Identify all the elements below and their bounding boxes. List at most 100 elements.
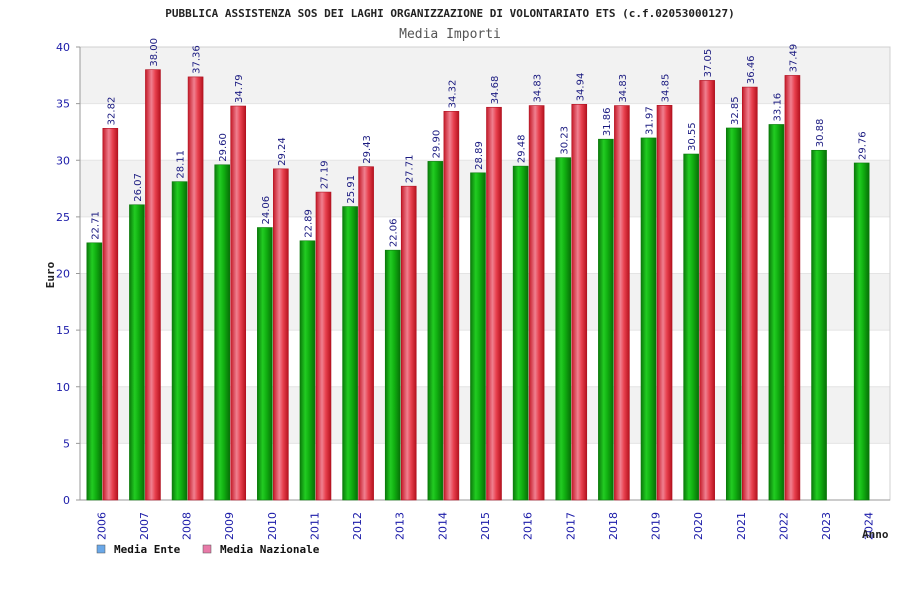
bar-media-ente	[725, 127, 742, 501]
x-tick-label: 2020	[692, 512, 705, 540]
x-tick-label: 2006	[95, 512, 108, 540]
bar-media-ente	[598, 138, 614, 501]
bar-media-nazionale	[145, 69, 161, 501]
bar-media-nazionale	[358, 166, 374, 501]
x-tick-label: 2015	[479, 512, 492, 540]
data-label: 26.07	[133, 173, 144, 202]
bar-media-ente	[555, 157, 572, 501]
bars	[86, 69, 870, 501]
x-axis-label: Anno	[862, 528, 889, 541]
bar-media-ente	[853, 162, 870, 501]
x-tick-label: 2009	[223, 512, 236, 540]
y-tick-label: 25	[56, 211, 70, 224]
y-axis-ticks: 0 5 10 15 20 25 30 35 40	[56, 41, 80, 507]
x-tick-label: 2008	[181, 512, 194, 540]
x-tick-label: 2017	[564, 512, 577, 540]
bar-media-ente	[129, 204, 145, 501]
x-tick-label: 2011	[308, 512, 321, 540]
bar-media-nazionale	[486, 106, 502, 501]
data-label: 37.36	[192, 45, 203, 74]
data-label: 31.97	[645, 106, 656, 135]
data-label: 34.85	[661, 74, 672, 103]
legend-label-ente: Media Ente	[114, 543, 181, 556]
chart-subtitle: Media Importi	[399, 27, 501, 42]
bar-media-nazionale	[656, 105, 673, 501]
x-tick-label: 2019	[650, 512, 663, 540]
data-label: 34.79	[234, 74, 245, 103]
data-label: 34.68	[490, 76, 501, 105]
data-label: 37.49	[788, 44, 799, 73]
bar-media-ente	[214, 164, 231, 501]
data-label: 29.48	[517, 134, 528, 163]
legend-swatch-nazionale	[202, 544, 212, 554]
y-tick-label: 30	[56, 154, 70, 167]
data-label: 32.85	[730, 96, 741, 125]
bar-media-ente	[86, 242, 103, 501]
bar-media-ente	[683, 153, 699, 501]
data-label: 25.91	[346, 175, 357, 204]
bar-media-nazionale	[443, 111, 460, 501]
data-label: 38.00	[149, 38, 160, 67]
data-label: 32.82	[106, 97, 117, 126]
data-label: 22.06	[389, 219, 400, 248]
x-tick-label: 2024	[863, 512, 876, 540]
data-label: 29.24	[277, 137, 288, 166]
bar-media-nazionale	[699, 80, 715, 501]
x-tick-label: 2023	[820, 512, 833, 540]
bar-media-nazionale	[784, 75, 801, 501]
x-tick-label: 2014	[436, 512, 449, 540]
data-label: 37.05	[703, 49, 714, 78]
x-tick-label: 2018	[607, 512, 620, 540]
bar-media-ente	[811, 149, 827, 501]
data-label: 27.71	[405, 155, 416, 184]
data-label: 27.19	[319, 160, 330, 189]
bar-media-nazionale	[741, 86, 758, 501]
x-tick-label: 2016	[522, 512, 535, 540]
legend-label-nazionale: Media Nazionale	[220, 543, 320, 556]
legend-swatch-ente	[96, 544, 106, 554]
bar-media-nazionale	[187, 76, 204, 501]
data-label: 28.89	[474, 141, 485, 170]
bar-media-nazionale	[230, 105, 247, 501]
bar-media-ente	[342, 206, 358, 501]
bar-media-ente	[384, 249, 401, 501]
data-label: 29.43	[362, 135, 373, 164]
bar-media-ente	[299, 240, 316, 501]
bar-media-nazionale	[614, 105, 630, 501]
data-label: 29.90	[431, 130, 442, 159]
x-tick-label: 2012	[351, 512, 364, 540]
data-label: 31.86	[602, 108, 613, 137]
x-tick-label: 2022	[777, 512, 790, 540]
chart-title: PUBBLICA ASSISTENZA SOS DEI LAGHI ORGANI…	[165, 7, 735, 20]
bar-media-nazionale	[571, 104, 588, 501]
bar-media-nazionale	[273, 168, 289, 501]
data-label: 30.23	[559, 126, 570, 155]
bar-media-ente	[171, 181, 188, 501]
data-label: 33.16	[772, 93, 783, 122]
bar-media-ente	[512, 165, 529, 501]
y-axis-label: Euro	[44, 261, 57, 288]
y-tick-label: 0	[63, 494, 70, 507]
bar-media-ente	[640, 137, 657, 501]
data-labels: 22.71 32.82 26.07 38.00 28.11 37.36 29.60 34.79…	[90, 38, 868, 247]
bar-media-ente	[470, 172, 486, 501]
x-tick-label: 2013	[394, 512, 407, 540]
data-label: 34.94	[575, 73, 586, 102]
x-tick-label: 2021	[735, 512, 748, 540]
data-label: 34.32	[447, 80, 458, 109]
bar-media-nazionale	[315, 191, 332, 501]
data-label: 30.55	[687, 122, 698, 151]
data-label: 34.83	[618, 74, 629, 103]
data-label: 29.60	[218, 133, 229, 162]
x-tick-label: 2007	[138, 512, 151, 540]
bar-media-nazionale	[528, 105, 545, 501]
data-label: 36.46	[746, 55, 757, 84]
data-label: 24.06	[261, 196, 272, 225]
y-tick-label: 20	[56, 268, 70, 281]
legend: Media Ente Media Nazionale	[96, 543, 320, 556]
data-label: 30.88	[815, 119, 826, 148]
y-tick-label: 35	[56, 98, 70, 111]
y-tick-label: 15	[56, 324, 70, 337]
bar-media-nazionale	[400, 185, 417, 501]
data-label: 22.71	[90, 211, 101, 240]
